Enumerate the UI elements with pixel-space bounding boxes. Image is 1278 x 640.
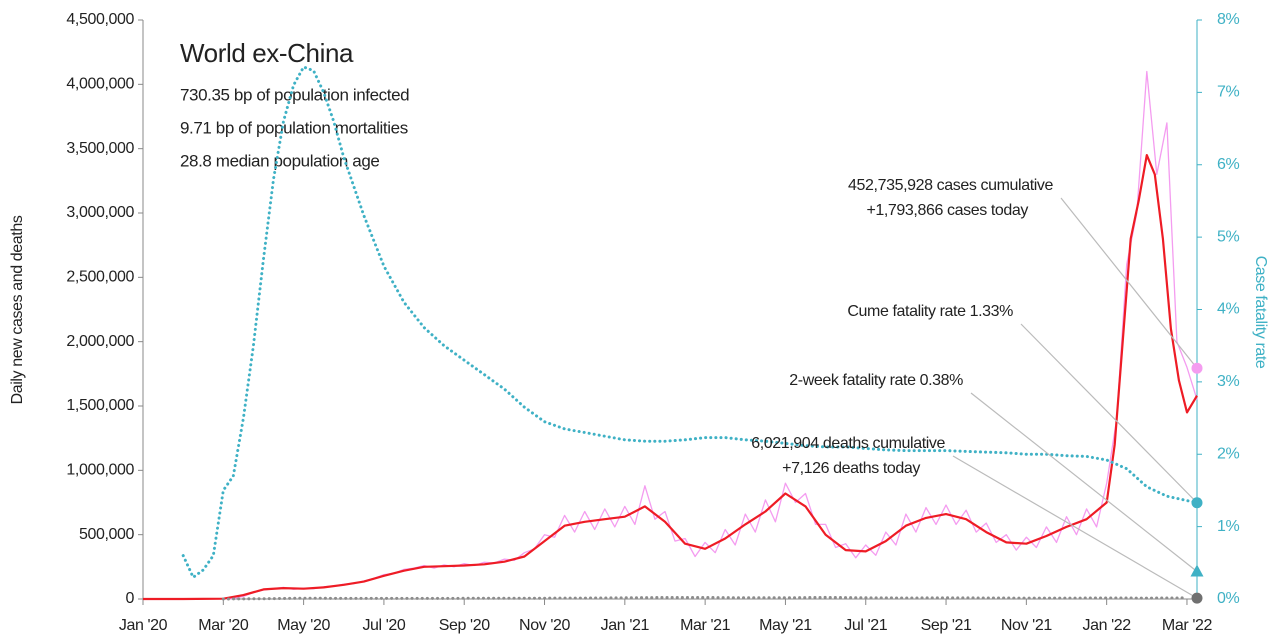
annotation: +1,793,866 cases today (866, 202, 1028, 219)
leader-line (952, 455, 1198, 599)
y2-tick-label: 5% (1217, 228, 1239, 245)
y2-tick-label: 4% (1217, 301, 1239, 318)
annotation: 6,021,904 deaths cumulative (751, 435, 945, 452)
y-tick-label: 2,000,000 (66, 333, 134, 350)
y-tick-label: 4,500,000 (66, 11, 134, 28)
subtitle: 28.8 median population age (180, 151, 379, 170)
data-line (181, 65, 1199, 579)
y2-axis-label: Case fatality rate (1252, 256, 1269, 369)
y-tick-label: 0 (126, 590, 135, 607)
end-marker (1191, 362, 1203, 374)
x-tick-label: Nov '20 (519, 617, 570, 634)
x-tick-label: Mar '20 (198, 617, 249, 634)
end-marker (1191, 592, 1203, 604)
subtitle: 9.71 bp of population mortalities (180, 118, 408, 137)
y2-tick-label: 2% (1217, 445, 1239, 462)
x-tick-label: Sep '21 (921, 617, 972, 634)
chart-title: World ex-China (180, 38, 354, 68)
leader-line (1060, 197, 1198, 369)
end-marker (1191, 497, 1203, 509)
y-tick-label: 3,000,000 (66, 204, 134, 221)
y2-tick-label: 7% (1217, 84, 1239, 101)
x-tick-label: Mar '21 (680, 617, 731, 634)
y2-tick-label: 1% (1217, 518, 1239, 535)
subtitle: 730.35 bp of population infected (180, 85, 409, 104)
y-tick-label: 1,500,000 (66, 397, 134, 414)
annotation: +7,126 deaths today (782, 460, 920, 477)
x-tick-label: Jan '22 (1083, 617, 1132, 634)
end-marker (1190, 564, 1204, 577)
annotation: Cume fatality rate 1.33% (847, 303, 1013, 320)
x-tick-label: Nov '21 (1001, 617, 1052, 634)
y2-tick-label: 8% (1217, 11, 1239, 28)
x-tick-label: Jan '20 (119, 617, 168, 634)
y2-tick-label: 6% (1217, 156, 1239, 173)
y-tick-label: 2,500,000 (66, 269, 134, 286)
annotation: 2-week fatality rate 0.38% (789, 372, 963, 389)
y-axis-label: Daily new cases and deaths (9, 215, 26, 404)
leader-line (1020, 323, 1198, 504)
x-tick-label: May '21 (759, 617, 812, 634)
x-tick-label: May '20 (277, 617, 330, 634)
y-tick-label: 4,000,000 (66, 76, 134, 93)
x-tick-label: Jan '21 (601, 617, 650, 634)
annotation: 452,735,928 cases cumulative (848, 177, 1053, 194)
x-tick-label: Jul '21 (844, 617, 887, 634)
y2-tick-label: 3% (1217, 373, 1239, 390)
x-tick-label: Mar '22 (1162, 617, 1213, 634)
x-tick-label: Sep '20 (439, 617, 490, 634)
y-tick-label: 500,000 (79, 526, 135, 543)
y-tick-label: 1,000,000 (66, 462, 134, 479)
data-line (143, 154, 1198, 601)
y-tick-label: 3,500,000 (66, 140, 134, 157)
x-tick-label: Jul '20 (362, 617, 405, 634)
leader-line (970, 392, 1198, 572)
y2-tick-label: 0% (1217, 590, 1239, 607)
